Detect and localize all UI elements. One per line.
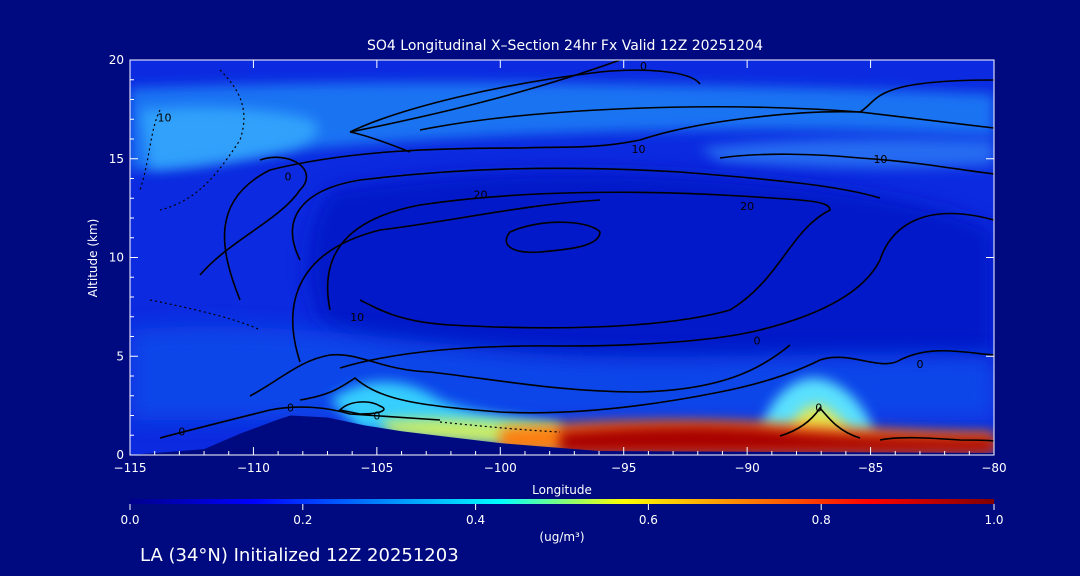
colorbar-tick-label: 0.8	[812, 513, 831, 527]
contour-label: 20	[740, 200, 754, 213]
contour-lines-dotted	[139, 69, 561, 433]
colorbar-unit-label: (ug/m³)	[539, 530, 584, 544]
contour-label: 0	[284, 171, 291, 184]
contour-label: 10	[350, 311, 364, 324]
contour-label: 0	[287, 402, 294, 415]
contour-line	[419, 106, 994, 131]
y-axis-tick-label: 20	[109, 53, 124, 67]
contour-line	[292, 199, 601, 363]
contour-label: 0	[178, 425, 185, 438]
y-axis-tick-label: 5	[116, 349, 124, 363]
footer-caption: LA (34°N) Initialized 12Z 20251203	[140, 545, 459, 566]
contour-label: 0	[373, 410, 380, 423]
colorbar: 0.0 0.2 0.4 0.6 0.8 1.0 (ug/m³)	[120, 499, 1004, 544]
contour-line	[249, 344, 791, 397]
contour-label: 10	[632, 143, 646, 156]
contour-line	[339, 212, 994, 369]
field-surface-maximum	[560, 426, 994, 452]
contour-label: 0	[916, 358, 923, 371]
contour-line	[349, 131, 411, 153]
plot-area: 0 10 0 10 10 20 20 10 0 0 0 0 0 0	[129, 59, 995, 456]
x-axis-tick-label: −90	[734, 461, 759, 475]
x-axis-tick-label: −80	[981, 461, 1006, 475]
contour-line	[338, 401, 385, 415]
concentration-field	[130, 82, 994, 452]
field-upper-east	[700, 138, 994, 168]
terrain-mask	[130, 415, 994, 455]
contour-label: 20	[474, 188, 488, 201]
x-axis-tick-label: −110	[237, 461, 270, 475]
y-axis: 0 5 10 15 20	[109, 53, 994, 462]
contour-line	[779, 406, 861, 439]
contour-line	[326, 191, 831, 329]
contour-lines	[159, 60, 994, 442]
contour-line	[879, 436, 994, 442]
contour-label: 10	[158, 111, 172, 124]
contour-line	[349, 60, 621, 133]
colorbar-tick-label: 0.2	[293, 513, 312, 527]
contour-line	[505, 221, 601, 254]
x-axis-label: Longitude	[532, 483, 592, 497]
contour-line	[291, 167, 881, 261]
contour-line	[719, 153, 994, 175]
x-axis-tick-label: −85	[858, 461, 883, 475]
colorbar-tick-label: 0.0	[120, 513, 139, 527]
contour-line-dotted	[439, 421, 561, 433]
contour-line	[159, 406, 441, 439]
y-axis-tick-label: 0	[116, 448, 124, 462]
colorbar-ticks: 0.0 0.2 0.4 0.6 0.8 1.0	[120, 504, 1004, 527]
x-axis-tick-label: −100	[484, 461, 517, 475]
contour-label: 0	[815, 402, 822, 415]
x-axis-tick-label: −105	[360, 461, 393, 475]
x-axis: −115 −110 −105 −100 −95 −90 −85 −80	[114, 60, 1007, 475]
contour-label: 0	[640, 60, 647, 73]
colorbar-tick-label: 1.0	[984, 513, 1003, 527]
contour-line	[299, 349, 994, 414]
contour-line	[223, 79, 994, 301]
contour-labels: 0 10 0 10 10 20 20 10 0 0 0 0 0 0	[158, 60, 924, 438]
y-axis-tick-label: 10	[109, 251, 124, 265]
field-upper-band	[130, 82, 994, 170]
contour-line	[349, 69, 701, 133]
contour-line-dotted	[139, 109, 161, 191]
colorbar-tick-label: 0.6	[639, 513, 658, 527]
field-upper-cyan	[140, 107, 319, 170]
y-axis-label: Altitude (km)	[86, 219, 100, 298]
contour-label: 0	[754, 334, 761, 347]
x-axis-tick-label: −95	[611, 461, 636, 475]
chart-title: SO4 Longitudinal X–Section 24hr Fx Valid…	[367, 38, 763, 54]
y-axis-tick-label: 15	[109, 152, 124, 166]
colorbar-gradient	[130, 499, 994, 504]
contour-label: 10	[873, 153, 887, 166]
x-axis-tick-label: −115	[114, 461, 147, 475]
colorbar-tick-label: 0.4	[466, 513, 485, 527]
contour-line	[199, 156, 308, 276]
contour-line-dotted	[149, 299, 261, 331]
field-core-dark	[307, 171, 994, 370]
